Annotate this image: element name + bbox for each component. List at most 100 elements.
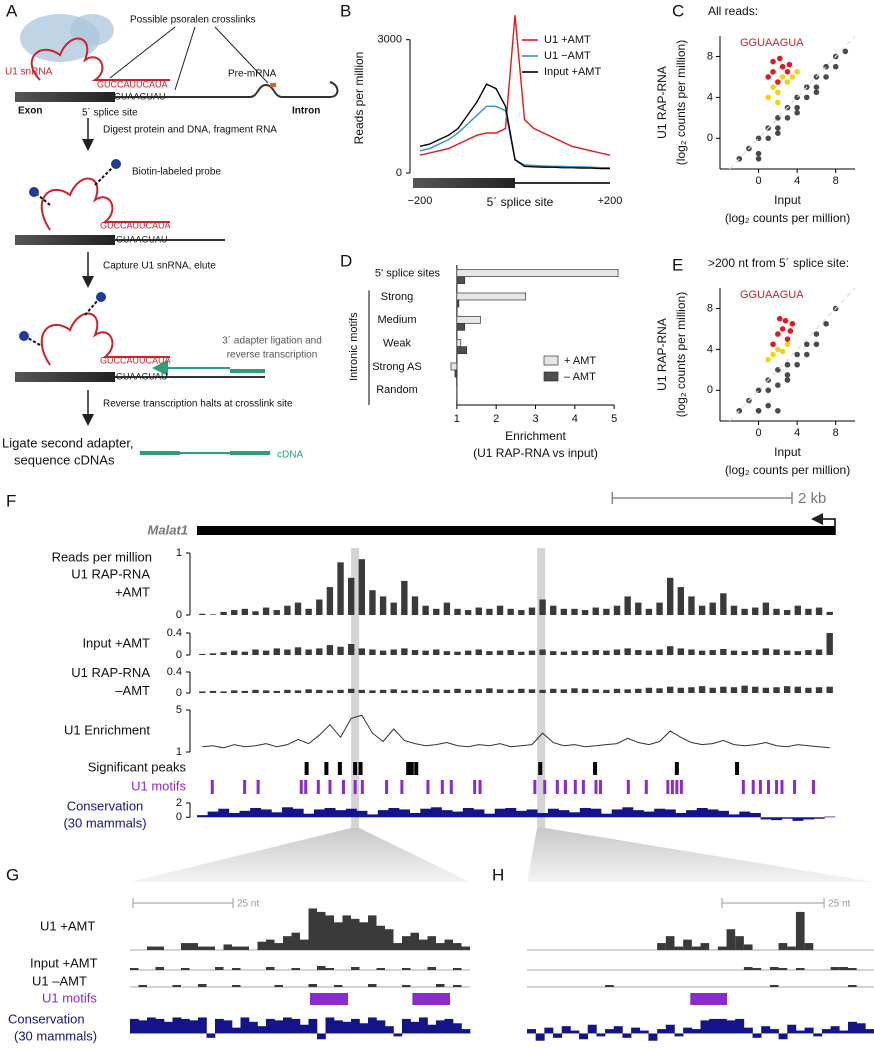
conservation-bar: [570, 1030, 580, 1034]
coverage-bar: [783, 650, 791, 655]
conservation-bar: [613, 1026, 623, 1034]
coverage-bar: [390, 602, 397, 615]
coverage-bar: [773, 649, 780, 655]
conservation-bar: [516, 810, 527, 818]
track-name: Input +AMT: [30, 955, 98, 970]
motif: [440, 780, 444, 794]
coverage-bar: [454, 608, 461, 615]
exon: [15, 372, 115, 382]
point: [775, 130, 781, 136]
point: [770, 69, 776, 75]
coverage-bar: [241, 608, 249, 615]
coverage-bar: [443, 602, 451, 615]
conservation-bar: [683, 1027, 693, 1034]
coverage-bar: [337, 562, 344, 615]
sequence: GUCCAUUCAUA: [100, 220, 171, 230]
point: [776, 55, 783, 62]
y-tick-label: 0: [396, 167, 402, 179]
coverage-bar: [743, 967, 753, 970]
coverage-bar: [698, 686, 706, 693]
x-tick-label: 4: [794, 427, 800, 439]
conservation-bar: [218, 808, 230, 818]
conservation-bar: [792, 817, 804, 821]
conservation-bar: [282, 807, 293, 818]
bar: [456, 276, 466, 285]
coverage-bar: [379, 650, 387, 655]
panel-letter: G: [6, 865, 19, 884]
motif: [644, 780, 648, 794]
point: [755, 155, 762, 162]
conservation-bar: [526, 809, 538, 818]
conservation-bar: [462, 808, 474, 818]
pointer: [174, 26, 196, 91]
conservation-bar: [484, 813, 496, 818]
point: [794, 351, 800, 358]
y-axis-label: U1 RAP-RNA: [655, 318, 669, 391]
point: [794, 104, 800, 111]
coverage-bar: [453, 968, 462, 970]
coverage-bar: [805, 650, 812, 655]
coverage-bar: [294, 647, 302, 655]
coverage-bar: [433, 689, 440, 693]
coverage-bar: [294, 602, 302, 615]
conservation-bar: [535, 1033, 545, 1041]
conservation-bar: [215, 1018, 224, 1034]
motif: [793, 780, 797, 794]
coverage-bar: [518, 610, 525, 615]
coverage-bar: [830, 967, 840, 970]
x-tick-label: 8: [833, 427, 839, 439]
coverage-bar: [507, 650, 514, 655]
coverage-bar: [147, 946, 156, 950]
track-name: Significant peaks: [88, 759, 187, 774]
y-axis-label: (log₂ counts per million): [674, 292, 688, 417]
coverage-bar: [376, 968, 385, 970]
coverage-bar: [581, 610, 589, 615]
point: [786, 61, 793, 68]
coverage-bar: [274, 985, 283, 987]
coverage-bar: [266, 939, 275, 950]
x-tick-label: −200: [408, 195, 433, 207]
label: reverse transcription: [227, 350, 318, 361]
sequence: GUAAGUAU: [116, 371, 168, 381]
coverage-bar: [427, 936, 436, 950]
category-label: Strong AS: [372, 361, 422, 373]
track-name: Conservation: [8, 1011, 85, 1026]
coverage-bar: [419, 939, 428, 950]
coverage-bar: [518, 651, 525, 655]
point: [779, 348, 786, 355]
coverage-bar: [433, 649, 440, 655]
coverage-bar: [752, 650, 759, 655]
coverage-bar: [138, 985, 147, 987]
probe: [84, 299, 99, 316]
point: [755, 407, 762, 414]
conservation-bar: [473, 809, 485, 818]
coverage-bar: [305, 608, 312, 615]
panel-letter: F: [6, 491, 16, 510]
legend-label: Input +AMT: [544, 66, 601, 78]
coverage-bar: [683, 939, 692, 950]
coverage-bar: [717, 946, 727, 950]
motif: [758, 780, 762, 794]
coverage-bar: [155, 946, 164, 950]
conservation-bar: [527, 1029, 536, 1034]
coverage-bar: [635, 602, 642, 615]
point: [775, 99, 781, 106]
u1-rna: [40, 312, 170, 366]
coverage-bar: [624, 689, 631, 693]
pointer: [214, 26, 269, 84]
conservation-bar: [325, 1017, 335, 1034]
coverage-bar: [691, 946, 701, 950]
conservation-bar: [206, 1033, 216, 1038]
conservation-bar: [691, 1029, 701, 1034]
peak: [324, 762, 329, 775]
conservation-bar: [605, 1029, 615, 1034]
coverage-bar: [317, 966, 326, 970]
motif: [304, 780, 308, 794]
coverage-bar: [369, 649, 376, 655]
conservation-bar: [138, 1020, 148, 1034]
coverage-bar: [294, 690, 302, 693]
conservation-bar: [558, 810, 570, 818]
conservation-bar: [611, 809, 623, 818]
coverage-bar: [172, 985, 181, 987]
conservation-bar: [172, 1017, 182, 1034]
